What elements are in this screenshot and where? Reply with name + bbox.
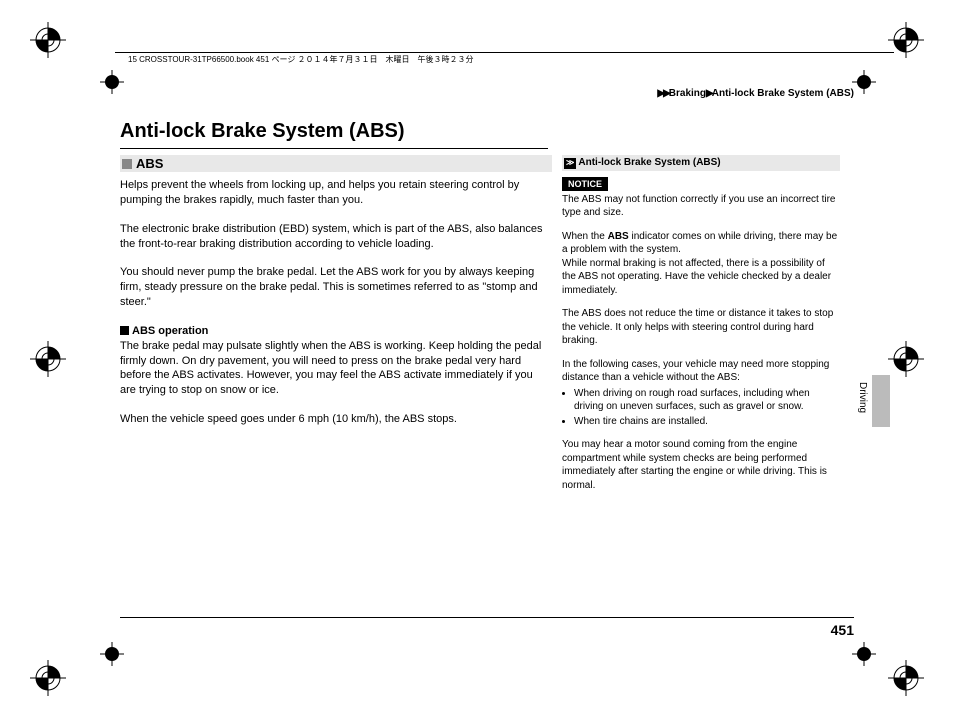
crop-mark-icon bbox=[100, 642, 124, 666]
section-heading: ABS bbox=[120, 155, 552, 172]
header-rule bbox=[115, 52, 894, 53]
square-bullet-icon bbox=[122, 159, 132, 169]
page-number: 451 bbox=[831, 622, 854, 638]
sub-heading-text: ABS operation bbox=[132, 325, 208, 337]
body-paragraph: The brake pedal may pulsate slightly whe… bbox=[120, 339, 548, 398]
page-title: Anti-lock Brake System (ABS) bbox=[120, 120, 405, 143]
registration-mark-icon bbox=[28, 20, 68, 60]
body-paragraph: The electronic brake distribution (EBD) … bbox=[120, 222, 548, 252]
side-arrow-icon: ≫ bbox=[564, 158, 576, 169]
side-title: ≫Anti-lock Brake System (ABS) bbox=[562, 155, 840, 171]
side-paragraph: The ABS may not function correctly if yo… bbox=[562, 193, 840, 220]
side-paragraph: The ABS does not reduce the time or dist… bbox=[562, 307, 840, 348]
section-heading-text: ABS bbox=[136, 156, 163, 171]
main-column: Helps prevent the wheels from locking up… bbox=[120, 178, 548, 441]
registration-mark-icon bbox=[886, 20, 926, 60]
side-bullet: When tire chains are installed. bbox=[574, 415, 840, 429]
side-bullet: When driving on rough road surfaces, inc… bbox=[574, 387, 840, 414]
crop-mark-icon bbox=[852, 70, 876, 94]
body-paragraph: When the vehicle speed goes under 6 mph … bbox=[120, 412, 548, 427]
sub-heading: ABS operation bbox=[120, 324, 548, 339]
file-metadata: 15 CROSSTOUR-31TP66500.book 451 ページ ２０１４… bbox=[128, 54, 474, 65]
body-paragraph: Helps prevent the wheels from locking up… bbox=[120, 178, 548, 208]
footer-rule bbox=[120, 617, 854, 618]
breadcrumb-level-1: Braking bbox=[669, 88, 706, 99]
crop-mark-icon bbox=[852, 642, 876, 666]
breadcrumb-arrow-icon: ▶▶ bbox=[657, 88, 668, 99]
breadcrumb: ▶▶Braking▶Anti-lock Brake System (ABS) bbox=[657, 88, 854, 99]
side-title-text: Anti-lock Brake System (ABS) bbox=[578, 157, 720, 168]
title-underline bbox=[120, 148, 548, 149]
side-paragraph: In the following cases, your vehicle may… bbox=[562, 358, 840, 385]
registration-mark-icon bbox=[886, 658, 926, 698]
crop-mark-icon bbox=[100, 70, 124, 94]
black-square-icon bbox=[120, 326, 129, 335]
section-tab-label: Driving bbox=[857, 382, 868, 413]
section-tab bbox=[872, 375, 890, 427]
registration-mark-icon bbox=[886, 339, 926, 379]
registration-mark-icon bbox=[28, 658, 68, 698]
registration-mark-icon bbox=[28, 339, 68, 379]
side-bullet-list: When driving on rough road surfaces, inc… bbox=[562, 387, 840, 429]
side-paragraph: When the ABS indicator comes on while dr… bbox=[562, 230, 840, 298]
breadcrumb-level-2: Anti-lock Brake System (ABS) bbox=[712, 88, 854, 99]
side-column: ≫Anti-lock Brake System (ABS) NOTICE The… bbox=[562, 155, 840, 502]
side-paragraph: You may hear a motor sound coming from t… bbox=[562, 438, 840, 492]
notice-badge: NOTICE bbox=[562, 177, 608, 191]
body-paragraph: You should never pump the brake pedal. L… bbox=[120, 265, 548, 310]
